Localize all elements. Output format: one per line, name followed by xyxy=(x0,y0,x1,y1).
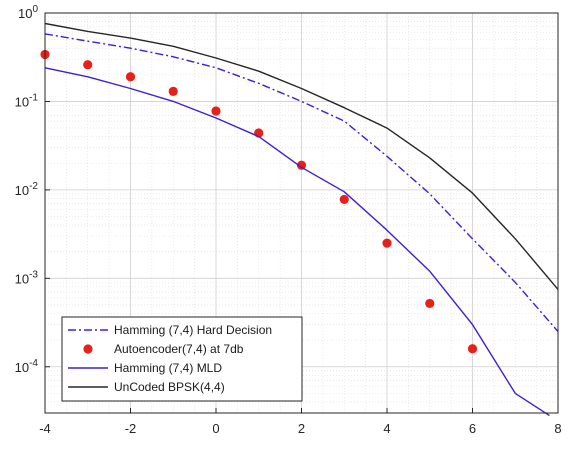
series-2-point xyxy=(211,106,221,116)
legend-entry: Autoencoder(7,4) at 7db xyxy=(114,342,244,356)
y-tick-label: 10-2 xyxy=(15,181,39,198)
x-tick-label: 8 xyxy=(554,421,561,436)
y-axis: 100 10-1 10-2 10-3 10-4 xyxy=(15,4,50,375)
legend-entry: Hamming (7,4) MLD xyxy=(114,361,222,375)
series-2-point xyxy=(425,298,435,309)
x-tick-label: -4 xyxy=(39,421,51,436)
series-layer xyxy=(40,22,559,417)
legend: Hamming (7,4) Hard Decision Autoencoder(7… xyxy=(61,316,303,402)
legend-swatch xyxy=(83,344,93,354)
series-2-markers xyxy=(40,49,478,354)
series-4-line xyxy=(44,22,559,290)
x-tick-label: 2 xyxy=(298,421,305,436)
series-2-point xyxy=(339,194,349,205)
legend-entry: UnCoded BPSK(4,4) xyxy=(114,380,225,394)
x-tick-label: 4 xyxy=(383,421,390,436)
series-1-line xyxy=(44,33,559,333)
series-2-point xyxy=(382,238,392,248)
series-3-line xyxy=(44,67,550,417)
legend-entry: Hamming (7,4) Hard Decision xyxy=(114,323,272,337)
series-2-point xyxy=(125,72,136,82)
series-2-point xyxy=(168,86,178,96)
y-tick-label: 100 xyxy=(18,4,38,21)
y-tick-label: 10-3 xyxy=(15,269,39,286)
series-2-point xyxy=(83,60,93,70)
y-tick-label: 10-1 xyxy=(15,92,39,109)
series-2-point xyxy=(467,344,478,354)
series-2-point xyxy=(296,160,307,170)
x-tick-label: 0 xyxy=(212,421,219,436)
x-tick-label: -2 xyxy=(125,421,137,436)
x-tick-label: 6 xyxy=(469,421,476,436)
y-tick-label: 10-4 xyxy=(15,358,39,375)
x-axis: -4 -2 0 2 4 6 8 xyxy=(39,408,562,436)
